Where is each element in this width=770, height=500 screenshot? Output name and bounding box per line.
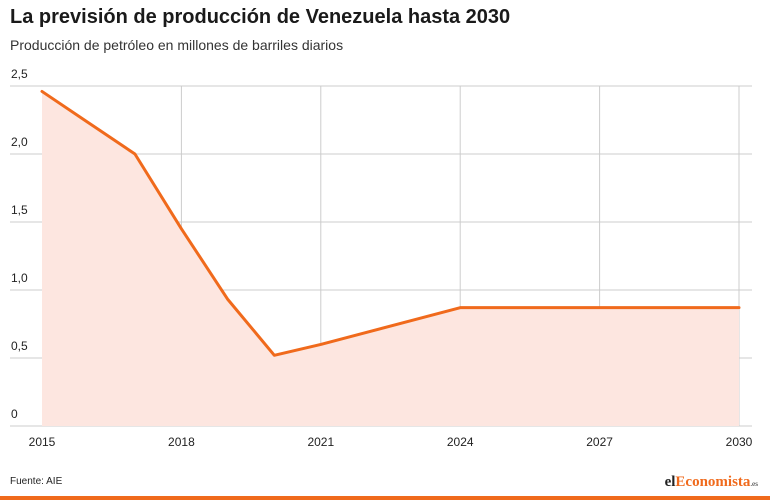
y-tick-label: 1,5 xyxy=(11,203,28,217)
x-tick-label: 2015 xyxy=(29,435,56,449)
data-point xyxy=(179,227,183,231)
data-point xyxy=(598,306,602,310)
data-point xyxy=(551,306,555,310)
series-line xyxy=(40,89,741,357)
logo-part: el xyxy=(664,474,676,490)
y-tick-label: 1,0 xyxy=(11,271,28,285)
bottom-accent-bar xyxy=(0,496,770,500)
data-point xyxy=(737,306,741,310)
x-tick-label: 2027 xyxy=(586,435,613,449)
data-point xyxy=(86,121,90,125)
data-point xyxy=(272,353,276,357)
data-point xyxy=(133,152,137,156)
brand-logo: elEconomista.es xyxy=(665,474,758,491)
x-tick-label: 2024 xyxy=(447,435,474,449)
source-note: Fuente: AIE xyxy=(10,476,63,487)
data-point xyxy=(505,306,509,310)
logo-accent: Economista xyxy=(675,474,751,490)
chart-title: La previsión de producción de Venezuela … xyxy=(10,6,511,28)
data-point xyxy=(644,306,648,310)
data-point xyxy=(412,318,416,322)
data-point xyxy=(40,89,44,93)
data-point xyxy=(226,298,230,302)
chart-subtitle: Producción de petróleo en millones de ba… xyxy=(10,37,344,53)
x-tick-label: 2030 xyxy=(726,435,753,449)
data-point xyxy=(319,342,323,346)
data-point xyxy=(365,330,369,334)
y-tick-label: 0,5 xyxy=(11,339,28,353)
data-point xyxy=(691,306,695,310)
x-tick-label: 2021 xyxy=(307,435,334,449)
x-tick-label: 2018 xyxy=(168,435,195,449)
series-area xyxy=(42,91,739,426)
chart: 0 0,5 1,0 1,5 2,0 2,5 2015 2018 2021 2024 2027 2030 xyxy=(10,67,753,449)
y-tick-label: 2,5 xyxy=(11,67,28,81)
data-point xyxy=(458,306,462,310)
y-tick-label: 2,0 xyxy=(11,135,28,149)
y-tick-label: 0 xyxy=(11,407,18,421)
logo-suffix: .es xyxy=(750,480,758,488)
